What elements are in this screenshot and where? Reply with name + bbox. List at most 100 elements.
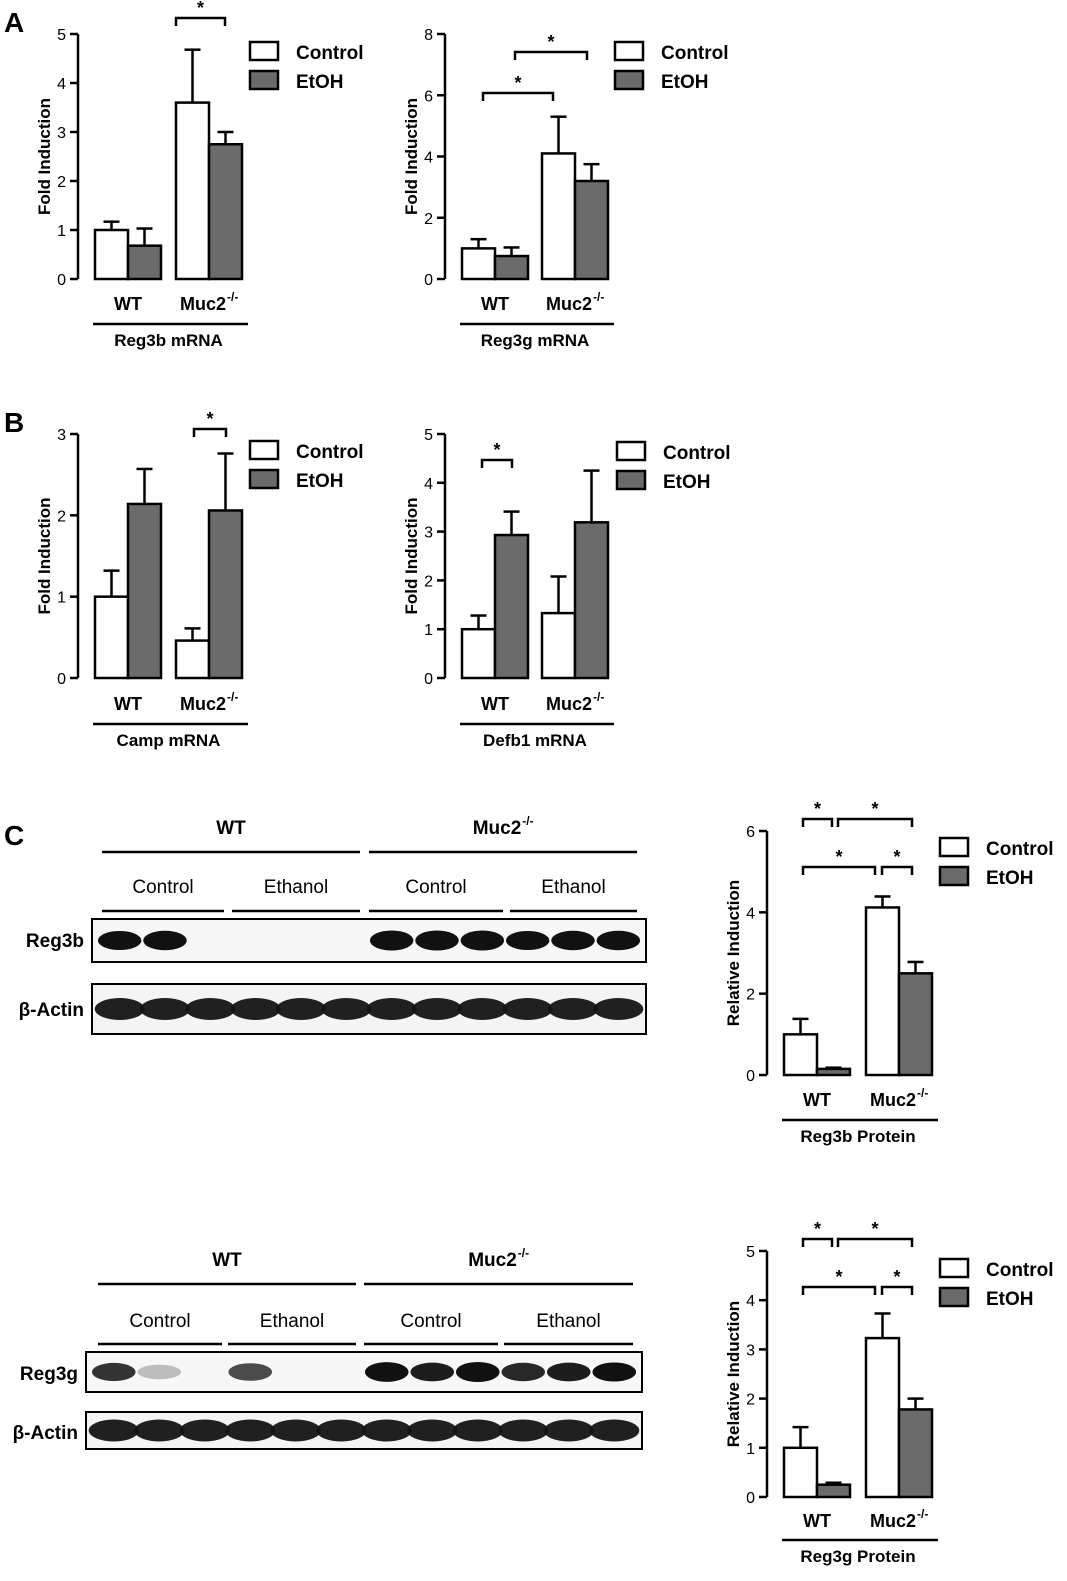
category-label-ko-sup: -/-	[227, 290, 238, 304]
blot-label-loading: β-Actin	[19, 1000, 84, 1021]
blot-band-loading	[361, 1419, 412, 1442]
blot-group-ko: Muc2	[473, 818, 522, 839]
bar-control	[93, 228, 130, 281]
y-tick-label: 2	[57, 508, 66, 525]
y-tick-label: 4	[424, 150, 433, 167]
bar-control	[864, 1336, 901, 1499]
bar-etoh	[815, 1483, 852, 1499]
blot-band-target	[143, 930, 187, 951]
bar-control	[460, 627, 497, 680]
blot-band-loading	[140, 998, 190, 1020]
significance-bracket	[480, 458, 514, 468]
blot-band-loading	[134, 1419, 185, 1442]
blot-band-target	[592, 1362, 637, 1382]
bar-etoh	[573, 179, 610, 281]
significance-star: *	[514, 73, 521, 93]
significance-bracket	[174, 16, 227, 26]
legend-swatch-etoh	[615, 469, 647, 491]
chart-5: 0 2 4 6 Relative Induction WT Muc2 -/- Reg3b Pro…	[724, 799, 1054, 1146]
category-label-wt: WT	[481, 694, 509, 714]
legend-label-control: Control	[661, 43, 729, 64]
blot-subgroup-ethanol: Ethanol	[536, 1311, 600, 1332]
chart-4: 0 1 2 3 4 5 Fold Induction WT Muc2 -/- Defb1 mRNA *…	[402, 427, 731, 750]
blot-band-loading	[589, 1419, 640, 1442]
bar-control	[174, 101, 211, 281]
blot-band-loading	[94, 998, 145, 1020]
blot-subgroup-control: Control	[405, 877, 466, 898]
y-tick-label: 4	[746, 905, 755, 922]
legend-swatch-control	[248, 439, 280, 461]
blot-band-target	[415, 930, 459, 951]
y-tick-label: 1	[746, 1441, 755, 1458]
category-label-ko: Muc2	[870, 1511, 916, 1531]
blot-band-loading	[316, 1419, 367, 1442]
y-axis-label: Fold Induction	[402, 497, 421, 614]
bar-etoh	[126, 502, 163, 680]
western-blot-1: WT Muc2 -/- Control Ethanol Control Ethanol Reg…	[19, 814, 647, 1035]
blot-label-target: Reg3b	[26, 931, 84, 952]
blot-band-loading	[179, 1419, 230, 1442]
blot-band-target	[596, 930, 641, 951]
significance-bracket	[836, 817, 914, 827]
significance-star: *	[893, 1267, 900, 1287]
blot-group-wt: WT	[216, 818, 246, 839]
category-label-ko-sup: -/-	[593, 290, 604, 304]
bar-control	[540, 152, 577, 281]
significance-star: *	[206, 409, 213, 429]
blot-group-ko: Muc2	[468, 1250, 517, 1271]
significance-star: *	[814, 1219, 821, 1239]
blot-band-loading	[366, 998, 417, 1020]
blot-subgroup-control: Control	[129, 1311, 190, 1332]
category-label-wt: WT	[114, 294, 142, 314]
legend-swatch-etoh	[938, 865, 970, 887]
legend-swatch-etoh	[938, 1286, 970, 1308]
bar-control	[460, 247, 497, 281]
blot-band-loading	[185, 998, 236, 1020]
significance-star: *	[871, 1219, 878, 1239]
significance-star: *	[814, 799, 821, 819]
category-label-ko: Muc2	[546, 294, 592, 314]
y-tick-label: 5	[57, 27, 66, 44]
y-tick-label: 4	[424, 476, 433, 493]
y-tick-label: 3	[424, 525, 433, 542]
gene-label: Defb1 mRNA	[483, 731, 587, 750]
blot-band-target	[137, 1364, 182, 1380]
blot-band-target	[364, 1362, 409, 1382]
bar-etoh	[897, 972, 934, 1077]
legend-label-etoh: EtOH	[663, 472, 711, 493]
significance-star: *	[835, 1267, 842, 1287]
bar-etoh	[207, 509, 244, 680]
legend-label-control: Control	[663, 443, 731, 464]
bar-etoh	[493, 254, 530, 281]
blot-band-loading	[88, 1419, 139, 1442]
bar-etoh	[493, 533, 530, 680]
legend-label-control: Control	[296, 442, 364, 463]
blot-band-loading	[270, 1419, 321, 1442]
y-tick-label: 2	[57, 174, 66, 191]
legend-swatch-control	[938, 1257, 970, 1279]
y-tick-label: 2	[746, 987, 755, 1004]
significance-bracket	[801, 865, 877, 875]
panel-label-c: C	[4, 820, 24, 851]
significance-bracket	[192, 427, 228, 437]
blot-band-target	[455, 1362, 500, 1382]
blot-subgroup-ethanol: Ethanol	[264, 877, 328, 898]
category-label-wt: WT	[803, 1511, 831, 1531]
legend-swatch-control	[615, 440, 647, 462]
blot-band-loading	[407, 1419, 458, 1442]
blot-group-ko-sup: -/-	[518, 1246, 529, 1260]
significance-star: *	[871, 799, 878, 819]
western-blot-2: WT Muc2 -/- Control Ethanol Control Ethanol Reg…	[13, 1246, 643, 1450]
blot-band-loading	[412, 998, 462, 1020]
blot-band-target	[410, 1362, 455, 1382]
significance-bracket	[836, 1237, 914, 1247]
panel-label-a: A	[4, 7, 24, 38]
significance-bracket	[801, 1285, 877, 1295]
blot-group-wt: WT	[212, 1250, 242, 1271]
legend-label-etoh: EtOH	[986, 1289, 1034, 1310]
y-axis-label: Fold Induction	[402, 98, 421, 215]
blot-band-loading	[593, 998, 644, 1020]
blot-band-loading	[225, 1419, 276, 1442]
category-label-ko-sup: -/-	[227, 690, 238, 704]
